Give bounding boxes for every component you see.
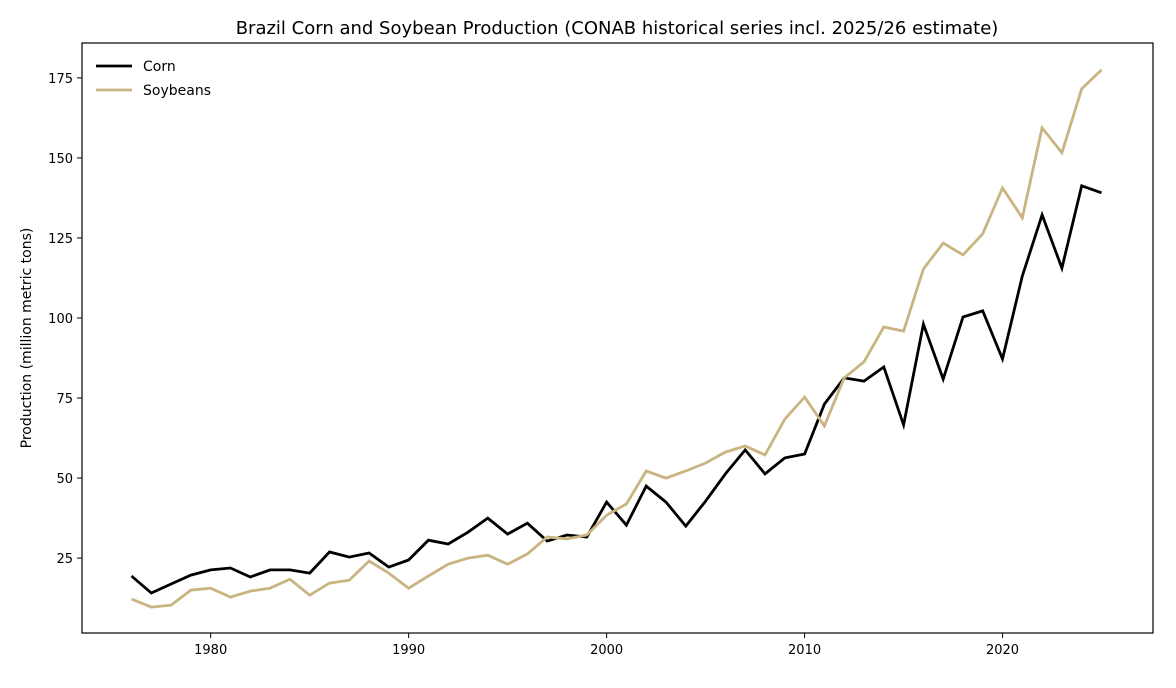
x-tick-label: 2000 <box>590 643 623 658</box>
y-axis-label: Production (million metric tons) <box>19 228 35 449</box>
legend: Corn Soybeans <box>96 59 211 99</box>
x-tick-label: 1980 <box>194 643 227 658</box>
legend-label-soybeans: Soybeans <box>143 83 211 99</box>
x-tick-label: 2020 <box>986 643 1019 658</box>
y-tick-label: 100 <box>48 312 73 327</box>
y-tick-label: 50 <box>56 472 73 487</box>
legend-label-corn: Corn <box>143 59 176 75</box>
y-tick-label: 75 <box>56 392 73 407</box>
y-tick-label: 125 <box>48 232 73 247</box>
y-tick-label: 150 <box>48 152 73 167</box>
series-line-corn <box>132 186 1102 593</box>
x-tick-label: 2010 <box>788 643 821 658</box>
x-tick-label: 1990 <box>392 643 425 658</box>
y-tick-label: 25 <box>56 552 73 567</box>
y-tick-label: 175 <box>48 72 73 87</box>
chart-title: Brazil Corn and Soybean Production (CONA… <box>236 18 999 39</box>
